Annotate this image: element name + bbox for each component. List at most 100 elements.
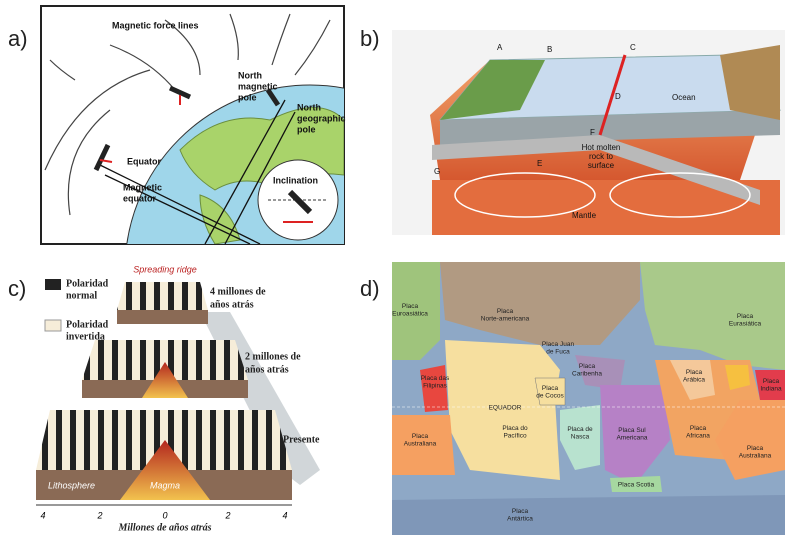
ridge	[598, 54, 627, 136]
plate-label: Placa	[747, 445, 764, 452]
plate	[575, 355, 625, 390]
plate-label: de Cocos	[536, 392, 564, 399]
plate-labels: Placa Euroasiática Placa Norte-americana Pla…	[392, 303, 782, 523]
text: Mantle	[572, 211, 597, 220]
shape	[229, 13, 239, 61]
plate	[392, 262, 440, 360]
crust	[440, 110, 780, 145]
plate-label: Placa	[763, 378, 780, 385]
plate-label: Filipinas	[423, 382, 448, 389]
plate-label: Placa Sul	[618, 427, 646, 434]
shape	[454, 172, 596, 218]
needle	[287, 189, 313, 215]
text: Polaridad	[66, 319, 109, 330]
plate-label: Australiana	[739, 452, 772, 459]
text: pole	[297, 124, 316, 134]
axes	[99, 99, 296, 244]
plate-label: Placa	[412, 433, 429, 440]
plate	[755, 370, 785, 400]
marker: A	[497, 43, 503, 52]
panel-b: A B C D E F G Ocean Hot molten rock to s…	[392, 30, 785, 235]
plate-label: Indiana	[760, 385, 782, 392]
marker: G	[434, 167, 440, 176]
text: EQUADOR	[489, 405, 522, 412]
text: Equator	[127, 156, 161, 166]
plate	[420, 365, 448, 412]
tick-label: 4	[40, 510, 45, 520]
text: Lithosphere	[48, 480, 95, 490]
panel-a: Magnetic force lines North magnetic pole…	[40, 5, 346, 245]
text: Spreading ridge	[133, 264, 197, 274]
tick-label: 4	[282, 510, 287, 520]
plate	[560, 405, 600, 470]
text: 4 millones de	[210, 286, 266, 297]
plate-label: de Fuca	[546, 348, 570, 355]
plate-label: Australiana	[404, 440, 437, 447]
plate-label: Placa	[686, 369, 703, 376]
marker: F	[590, 128, 595, 137]
continent	[440, 60, 545, 120]
subducting-plate	[432, 135, 760, 205]
text: 2 millones de	[245, 351, 301, 362]
text: North	[297, 102, 321, 112]
shape	[49, 59, 76, 81]
shape	[44, 69, 151, 171]
plate-label: Americana	[616, 434, 647, 441]
shape	[294, 19, 331, 76]
plate-label: Norte-americana	[481, 315, 530, 322]
plate-label: Caribenha	[572, 370, 602, 377]
panel-label: c)	[8, 276, 26, 301]
text: Presente	[283, 434, 320, 445]
magma	[142, 362, 188, 398]
plate-label: Euroasiática	[392, 310, 428, 317]
block-top	[82, 340, 248, 380]
text: geographic	[297, 113, 346, 123]
plate	[715, 400, 785, 480]
plate-label: Placa	[512, 508, 529, 515]
markers: A B C D E F G	[434, 43, 636, 176]
shape	[224, 111, 296, 244]
force-lines	[44, 13, 331, 216]
magma	[120, 440, 210, 500]
earth-art	[44, 13, 344, 244]
plate-label: Nasca	[571, 433, 590, 440]
tick-label: 0	[162, 510, 167, 520]
shape	[109, 44, 176, 91]
shape	[164, 19, 201, 76]
shape	[67, 109, 111, 216]
text: Hot molten	[582, 143, 621, 152]
text: rock to	[589, 152, 614, 161]
marker: D	[615, 92, 621, 101]
text: Polaridad	[66, 278, 109, 289]
marker: C	[630, 43, 636, 52]
shape	[99, 159, 113, 163]
text: pole	[238, 92, 257, 102]
shape	[271, 13, 291, 66]
plate-label: Placa de	[567, 426, 593, 433]
text: Inclination	[273, 175, 318, 185]
shape	[609, 172, 751, 218]
plate-label: Placa	[690, 425, 707, 432]
plate	[445, 340, 560, 480]
continent	[720, 45, 780, 120]
text: invertida	[66, 331, 105, 342]
mantle-front	[432, 180, 780, 235]
plate-label: Placa	[579, 363, 596, 370]
text: magnetic	[238, 81, 278, 91]
text: Ocean	[672, 93, 696, 102]
plate-label: Placa	[542, 385, 559, 392]
plate	[600, 385, 670, 485]
compasses	[93, 85, 281, 172]
shape	[265, 88, 281, 107]
plate-label: Antártica	[507, 515, 533, 522]
shape	[99, 164, 261, 244]
plate	[725, 365, 750, 390]
marker: E	[537, 159, 542, 168]
text: Magnetic force lines	[112, 20, 199, 30]
convection	[454, 172, 751, 218]
axis-title: Millones de años atrás	[117, 522, 211, 533]
plate-label: Placa Scotia	[618, 482, 655, 489]
text: normal	[66, 290, 97, 301]
block-top	[36, 410, 292, 470]
